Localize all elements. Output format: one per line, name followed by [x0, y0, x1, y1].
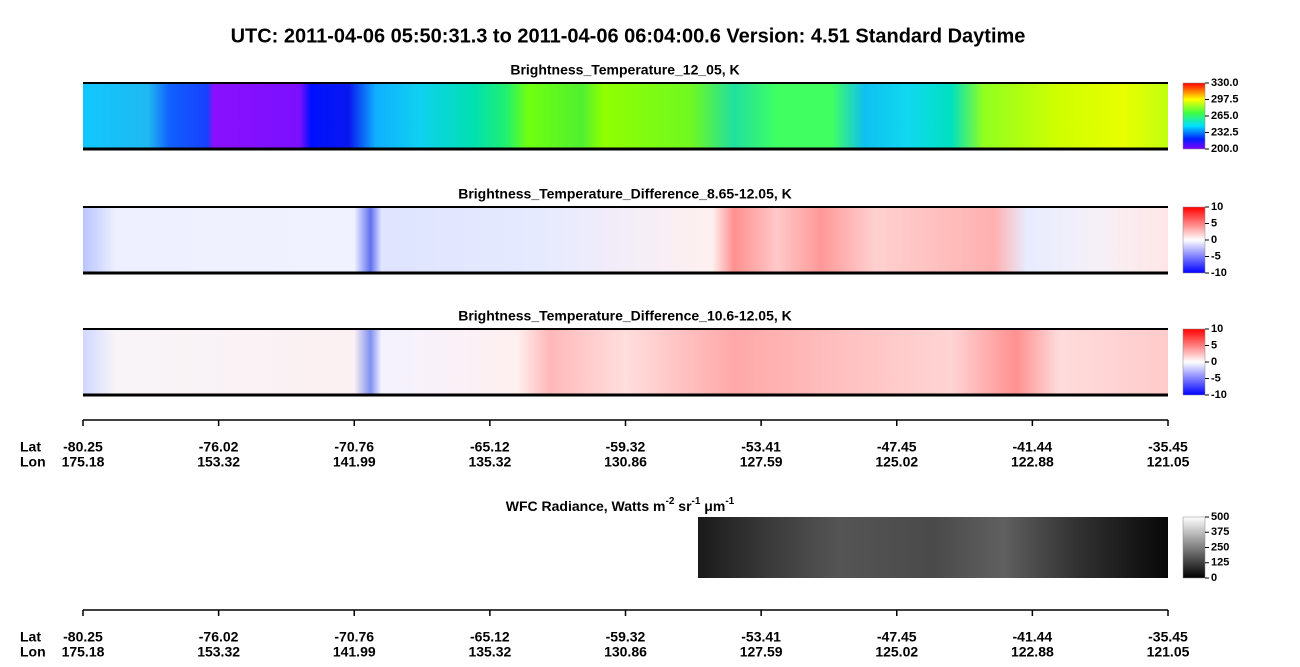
lon-label: 135.32 [468, 454, 511, 470]
lat-label: -65.12 [470, 439, 510, 455]
lon-label: 135.32 [468, 644, 511, 660]
title-part: -1 [692, 496, 701, 507]
lon-label: 125.02 [875, 454, 918, 470]
lat-label: -65.12 [470, 629, 510, 645]
panel-title: Brightness_Temperature_Difference_10.6-1… [458, 308, 792, 324]
colorbar-label: 5 [1211, 217, 1217, 229]
row-label: Lon [20, 454, 46, 470]
colorbar-label: 5 [1211, 339, 1217, 351]
panel-title: Brightness_Temperature_12_05, K [510, 62, 739, 78]
colorbar-label: 0 [1211, 356, 1217, 368]
colorbar [1182, 206, 1206, 274]
colorbar-label: 0 [1211, 572, 1217, 584]
colorbar-label: 10 [1211, 323, 1223, 335]
image-strip [83, 329, 1168, 395]
lon-label: 121.05 [1147, 644, 1190, 660]
colorbar-label: 125 [1211, 557, 1229, 569]
panel-title: Brightness_Temperature_Difference_8.65-1… [458, 186, 792, 202]
lat-label: -47.45 [877, 439, 917, 455]
lat-label: -80.25 [63, 439, 103, 455]
lon-label: 175.18 [62, 644, 105, 660]
lat-label: -59.32 [606, 439, 646, 455]
panel-title: WFC Radiance, Watts m-2 sr-1 μm-1 [506, 496, 735, 514]
colorbar-label: 500 [1211, 511, 1229, 523]
colorbar-label: -10 [1211, 389, 1227, 401]
colorbar-label: 375 [1211, 526, 1229, 538]
title-part: -2 [665, 496, 674, 507]
colorbar [1182, 82, 1206, 150]
lon-label: 141.99 [333, 644, 376, 660]
lat-label: -41.44 [1013, 629, 1053, 645]
row-label: Lat [20, 439, 41, 455]
lat-label: -76.02 [199, 629, 239, 645]
title-part: μm [700, 498, 725, 514]
lon-label: 130.86 [604, 644, 647, 660]
lat-label: -59.32 [606, 629, 646, 645]
lat-label: -70.76 [334, 439, 374, 455]
image-strip [83, 83, 1168, 149]
colorbar-label: -10 [1211, 267, 1227, 279]
title: UTC: 2011-04-06 05:50:31.3 to 2011-04-06… [231, 25, 1026, 47]
colorbar-label: 10 [1211, 201, 1223, 213]
lon-label: 122.88 [1011, 454, 1054, 470]
colorbar-label: 297.5 [1211, 93, 1239, 105]
lon-label: 125.02 [875, 644, 918, 660]
lat-label: -41.44 [1013, 439, 1053, 455]
image-strip [698, 517, 1168, 578]
colorbar [1182, 516, 1206, 579]
lat-label: -47.45 [877, 629, 917, 645]
row-label: Lon [20, 644, 46, 660]
lat-label: -35.45 [1148, 439, 1188, 455]
lat-label: -35.45 [1148, 629, 1188, 645]
colorbar-label: 330.0 [1211, 77, 1239, 89]
colorbar-label: -5 [1211, 372, 1221, 384]
colorbar-label: 265.0 [1211, 110, 1239, 122]
lat-label: -76.02 [199, 439, 239, 455]
title-part: -1 [725, 496, 734, 507]
lon-label: 127.59 [740, 454, 783, 470]
lon-label: 121.05 [1147, 454, 1190, 470]
lat-label: -70.76 [334, 629, 374, 645]
colorbar-label: 200.0 [1211, 143, 1239, 155]
colorbar-label: 232.5 [1211, 126, 1239, 138]
lon-label: 122.88 [1011, 644, 1054, 660]
lon-label: 141.99 [333, 454, 376, 470]
lon-label: 153.32 [197, 454, 240, 470]
title-part: sr [674, 498, 692, 514]
lat-label: -53.41 [741, 439, 781, 455]
title-part: WFC Radiance, Watts m [506, 498, 666, 514]
lat-label: -80.25 [63, 629, 103, 645]
lon-label: 127.59 [740, 644, 783, 660]
colorbar-label: -5 [1211, 250, 1221, 262]
image-strip [83, 207, 1168, 273]
lon-label: 153.32 [197, 644, 240, 660]
lon-label: 130.86 [604, 454, 647, 470]
colorbar-label: 250 [1211, 541, 1229, 553]
colorbar [1182, 328, 1206, 396]
lon-label: 175.18 [62, 454, 105, 470]
colorbar-label: 0 [1211, 234, 1217, 246]
row-label: Lat [20, 629, 41, 645]
lat-label: -53.41 [741, 629, 781, 645]
